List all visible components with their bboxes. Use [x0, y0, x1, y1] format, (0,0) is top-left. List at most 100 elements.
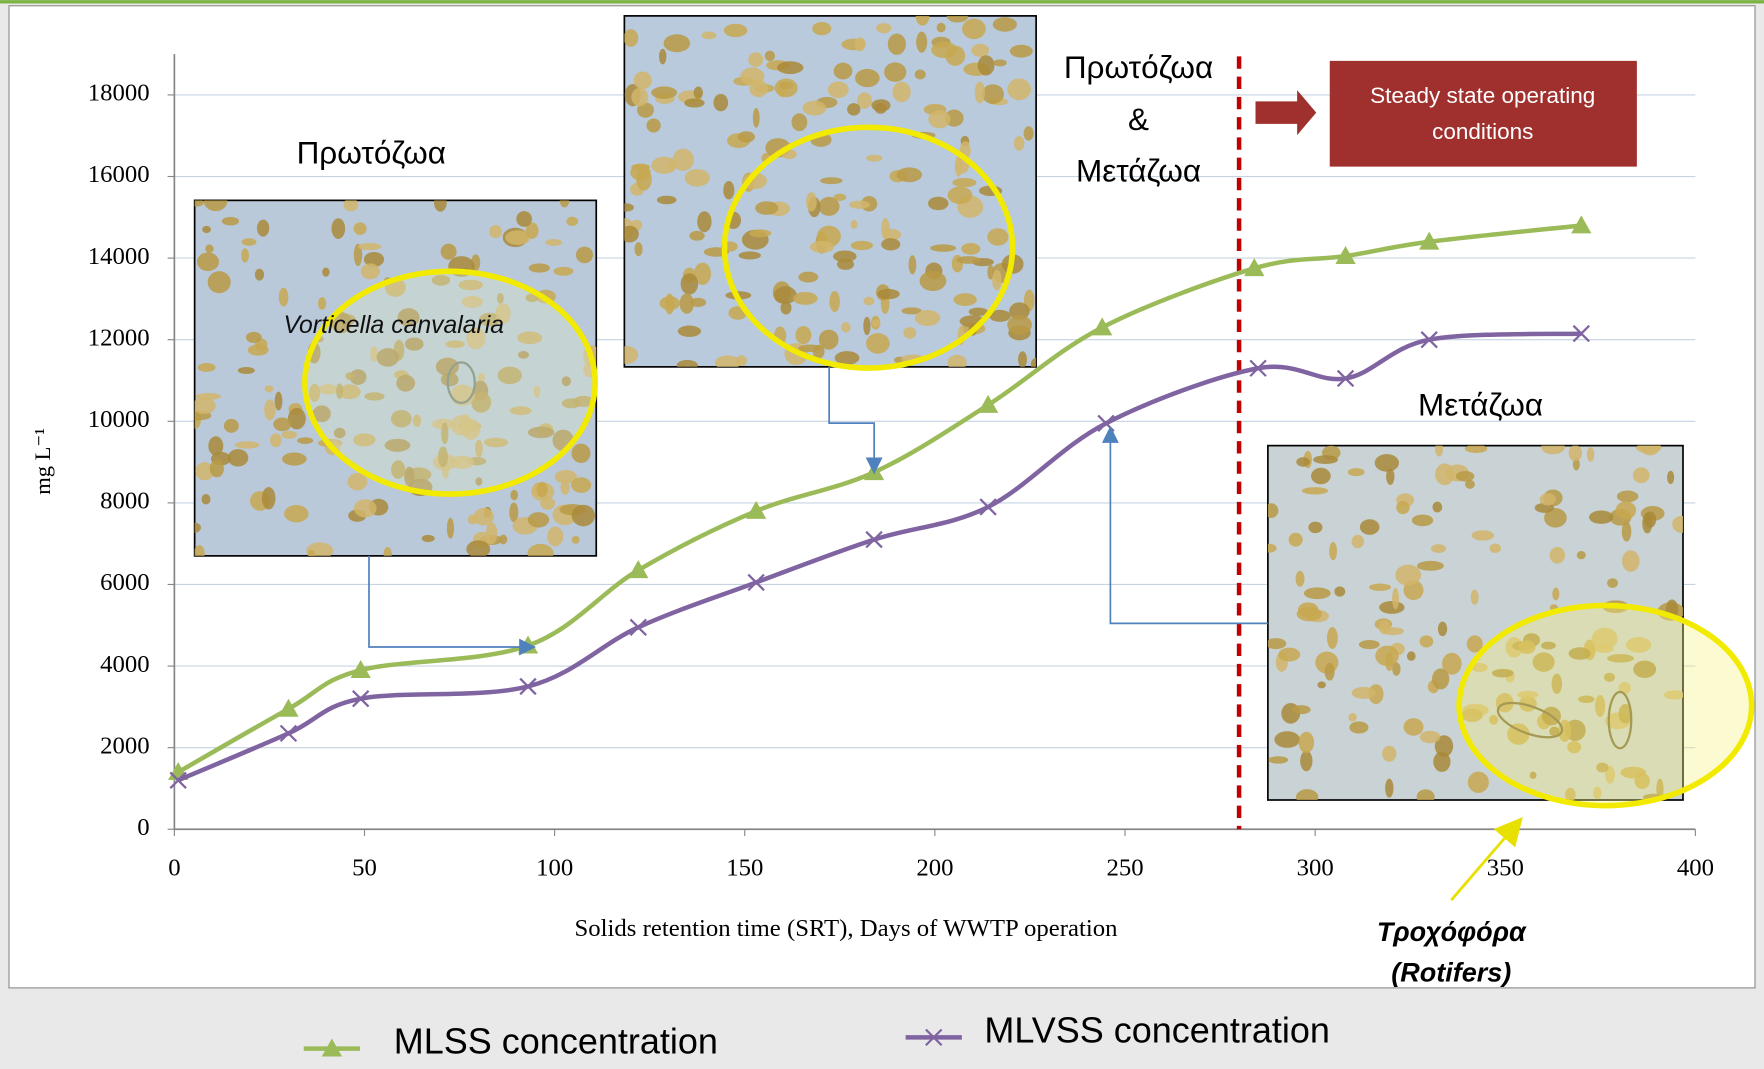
- annotation: (Rotifers): [1391, 958, 1511, 988]
- floc: [795, 326, 811, 344]
- floc: [702, 32, 717, 40]
- floc: [264, 399, 275, 420]
- y-tick-label: 18000: [88, 80, 150, 107]
- y-tick-label: 14000: [88, 243, 150, 270]
- floc: [872, 319, 881, 326]
- floc: [881, 218, 889, 239]
- floc: [1375, 646, 1399, 666]
- floc: [866, 333, 890, 354]
- floc: [680, 293, 694, 313]
- floc: [279, 288, 289, 307]
- floc: [631, 164, 650, 171]
- floc: [636, 168, 652, 190]
- floc: [920, 271, 947, 291]
- top-bar: [0, 0, 1764, 3]
- floc: [1438, 622, 1447, 637]
- floc: [210, 460, 224, 478]
- annotation: &: [1128, 101, 1149, 137]
- floc: [197, 252, 219, 271]
- floc: [1404, 718, 1424, 736]
- highlight-circle: [305, 271, 595, 494]
- floc: [361, 263, 380, 279]
- floc: [765, 51, 775, 62]
- floc: [877, 289, 900, 299]
- floc: [1311, 468, 1331, 484]
- floc: [971, 44, 989, 57]
- floc: [928, 110, 950, 128]
- floc: [837, 259, 854, 270]
- floc: [1300, 751, 1312, 772]
- floc: [282, 431, 297, 439]
- floc: [1278, 648, 1300, 662]
- floc: [1348, 468, 1365, 476]
- floc: [572, 444, 591, 463]
- floc: [1327, 627, 1338, 649]
- legend-label: MLVSS concentration: [984, 1009, 1330, 1050]
- floc: [1334, 586, 1345, 596]
- floc: [624, 29, 639, 47]
- floc: [881, 238, 900, 250]
- floc: [528, 512, 549, 527]
- floc: [1395, 565, 1421, 586]
- floc: [812, 22, 831, 35]
- floc: [1349, 721, 1368, 733]
- floc: [1633, 467, 1650, 483]
- floc: [262, 487, 276, 509]
- floc: [1385, 779, 1393, 798]
- floc: [793, 292, 818, 305]
- floc: [781, 301, 792, 314]
- floc: [1540, 493, 1556, 505]
- floc: [422, 535, 435, 542]
- floc: [1010, 45, 1033, 58]
- annotation: conditions: [1432, 119, 1533, 144]
- floc: [955, 156, 963, 176]
- floc: [928, 197, 948, 210]
- highlight-circle: [1459, 605, 1752, 805]
- floc: [948, 187, 973, 205]
- floc: [540, 497, 555, 509]
- floc: [1392, 588, 1399, 609]
- floc: [1622, 550, 1639, 572]
- floc: [678, 326, 701, 337]
- floc: [854, 37, 865, 51]
- floc: [1490, 544, 1501, 553]
- floc: [1274, 731, 1300, 748]
- x-tick-label: 300: [1297, 854, 1334, 881]
- floc: [694, 87, 703, 99]
- floc: [1382, 746, 1396, 762]
- x-tick-label: 100: [536, 854, 573, 881]
- floc: [1008, 78, 1031, 100]
- x-tick-label: 250: [1106, 854, 1143, 881]
- floc: [275, 392, 283, 411]
- floc: [248, 344, 269, 355]
- floc: [1296, 571, 1305, 587]
- floc: [1472, 530, 1495, 540]
- floc: [354, 499, 377, 517]
- floc: [915, 310, 940, 326]
- floc: [273, 418, 291, 432]
- floc: [222, 217, 239, 226]
- floc: [916, 32, 927, 53]
- floc: [1329, 542, 1337, 560]
- floc: [208, 271, 231, 293]
- floc: [673, 149, 694, 171]
- floc: [202, 226, 211, 233]
- floc: [834, 63, 853, 80]
- y-tick-label: 4000: [100, 651, 150, 678]
- floc: [876, 23, 891, 33]
- floc: [992, 270, 1002, 291]
- floc: [486, 522, 498, 544]
- floc: [1359, 640, 1380, 649]
- floc: [657, 196, 677, 205]
- floc: [576, 247, 593, 264]
- floc: [1589, 511, 1613, 524]
- floc: [739, 251, 761, 259]
- floc: [1396, 501, 1409, 514]
- floc: [855, 69, 880, 87]
- floc: [529, 263, 550, 272]
- floc: [952, 178, 976, 187]
- floc: [863, 317, 870, 336]
- floc: [566, 217, 578, 226]
- floc: [322, 268, 329, 277]
- floc: [238, 367, 255, 374]
